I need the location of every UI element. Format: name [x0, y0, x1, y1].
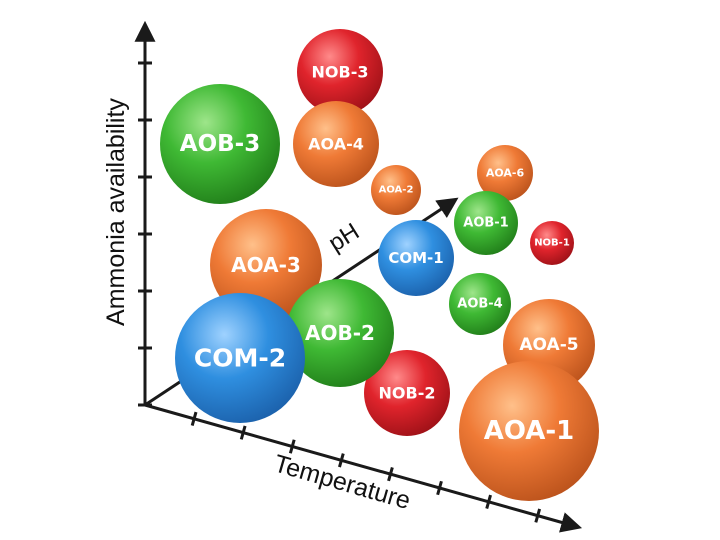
x-axis: [144, 403, 583, 533]
bubble-label: NOB-2: [379, 384, 436, 403]
x-axis-tick: [239, 425, 247, 440]
bubble-aob-3: AOB-3: [160, 84, 280, 204]
bubble-label: AOB-3: [180, 131, 260, 157]
bubble-label: AOA-1: [484, 416, 575, 446]
bubble-label: AOB-2: [305, 321, 375, 345]
x-axis-tick: [436, 480, 443, 496]
x-axis-tick: [338, 453, 345, 468]
bubble-aoa-1: AOA-1: [459, 361, 599, 501]
bubble-nob-1: NOB-1: [530, 221, 574, 265]
x-axis-tick: [190, 411, 198, 426]
bubble-label: COM-2: [194, 344, 286, 373]
bubble-nob-2: NOB-2: [364, 350, 450, 436]
bubble-label: NOB-3: [312, 63, 369, 82]
x-axis-ticks: [190, 411, 542, 523]
bubble-label: AOA-3: [231, 253, 301, 277]
y-axis-label: Ammonia availability: [102, 98, 130, 326]
bubble-label: AOB-1: [463, 216, 508, 231]
bubble-aob-2: AOB-2: [286, 279, 394, 387]
bubble-aob-1: AOB-1: [454, 191, 518, 255]
x-axis-tick: [534, 508, 542, 523]
x-axis-tick: [485, 494, 492, 509]
bubble-label: AOA-6: [486, 167, 525, 180]
x-axis-tick: [288, 439, 296, 454]
organism-bubbles: NOB-3 AOB-3 AOA-4 AOA-6 AOA-2 AOB-1 NOB-…: [160, 29, 599, 501]
bubble-label: AOA-2: [379, 185, 414, 196]
bubble-nob-3: NOB-3: [297, 29, 383, 115]
bubble-label: AOA-5: [519, 335, 578, 355]
bubble-aoa-6: AOA-6: [477, 145, 533, 201]
x-axis-tick: [387, 467, 394, 482]
bubble-aoa-2: AOA-2: [371, 165, 421, 215]
bubble-aoa-3: AOA-3: [210, 209, 322, 321]
y-axis-ticks: [138, 61, 152, 407]
bubble-label: COM-1: [388, 249, 443, 267]
bubble-com-1: COM-1: [378, 220, 454, 296]
bubble-label: NOB-1: [534, 238, 570, 249]
bubble-label: AOB-4: [457, 297, 502, 312]
bubble-label: AOA-4: [308, 135, 364, 154]
bubble-aob-4: AOB-4: [449, 273, 511, 335]
z-axis-label: pH: [324, 218, 364, 257]
bubble-com-2: COM-2: [175, 293, 305, 423]
bubble-aoa-4: AOA-4: [293, 101, 379, 187]
